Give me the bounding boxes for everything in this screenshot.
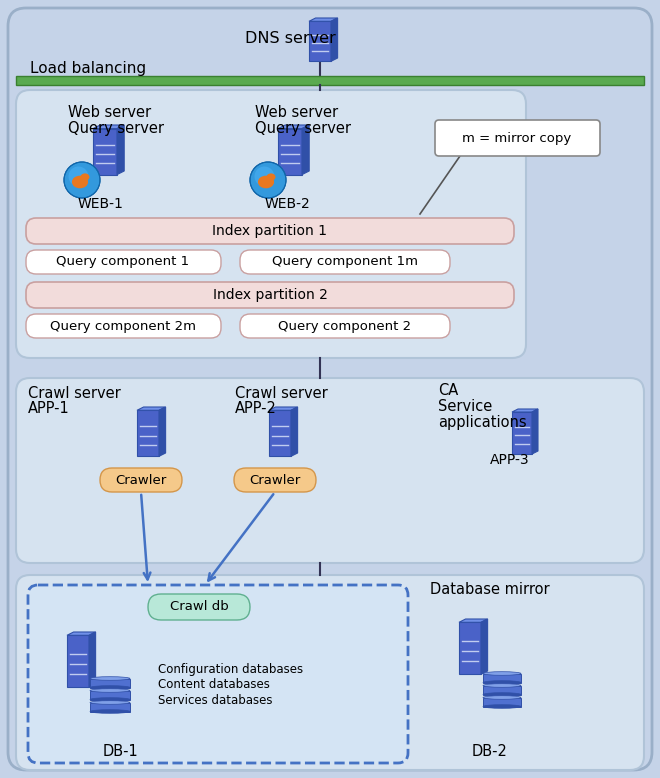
Polygon shape — [331, 18, 338, 61]
Text: Query component 2: Query component 2 — [279, 320, 412, 332]
Text: DNS server: DNS server — [245, 30, 336, 45]
Ellipse shape — [90, 677, 130, 680]
Bar — [90, 703, 130, 712]
FancyBboxPatch shape — [8, 8, 652, 770]
Polygon shape — [309, 18, 338, 21]
Polygon shape — [459, 619, 488, 622]
Bar — [483, 674, 521, 682]
FancyBboxPatch shape — [234, 468, 316, 492]
FancyBboxPatch shape — [26, 314, 221, 338]
Polygon shape — [291, 407, 298, 457]
FancyBboxPatch shape — [240, 250, 450, 274]
Polygon shape — [309, 21, 331, 61]
Text: Crawl server: Crawl server — [28, 386, 121, 401]
Text: Query component 1m: Query component 1m — [272, 255, 418, 268]
Circle shape — [250, 162, 286, 198]
Polygon shape — [117, 125, 124, 174]
FancyBboxPatch shape — [435, 120, 600, 156]
Polygon shape — [278, 125, 309, 128]
Circle shape — [255, 166, 275, 186]
Text: Service: Service — [438, 398, 492, 413]
Ellipse shape — [81, 173, 90, 180]
Text: Content databases: Content databases — [158, 678, 270, 692]
Polygon shape — [532, 409, 538, 454]
Bar — [483, 685, 521, 695]
Ellipse shape — [90, 689, 130, 692]
Text: Services databases: Services databases — [158, 693, 273, 706]
Ellipse shape — [90, 685, 130, 689]
Ellipse shape — [90, 701, 130, 704]
Polygon shape — [278, 128, 302, 174]
Text: Query component 1: Query component 1 — [57, 255, 189, 268]
Text: m = mirror copy: m = mirror copy — [463, 131, 572, 145]
Bar — [90, 678, 130, 688]
Polygon shape — [67, 636, 89, 687]
Ellipse shape — [90, 710, 130, 713]
FancyBboxPatch shape — [240, 314, 450, 338]
Ellipse shape — [483, 692, 521, 696]
Text: WEB-2: WEB-2 — [264, 197, 310, 211]
Polygon shape — [93, 128, 117, 174]
Text: Index partition 2: Index partition 2 — [213, 288, 327, 302]
Ellipse shape — [483, 671, 521, 675]
FancyBboxPatch shape — [100, 468, 182, 492]
Text: APP-2: APP-2 — [235, 401, 277, 415]
Polygon shape — [137, 410, 159, 457]
Bar — [483, 698, 521, 706]
Ellipse shape — [90, 698, 130, 701]
Ellipse shape — [72, 176, 88, 188]
Text: APP-1: APP-1 — [28, 401, 70, 415]
Ellipse shape — [483, 684, 521, 687]
FancyBboxPatch shape — [16, 90, 526, 358]
Text: Configuration databases: Configuration databases — [158, 664, 303, 677]
Text: Database mirror: Database mirror — [430, 583, 550, 598]
Text: Crawler: Crawler — [115, 474, 166, 486]
Text: Query server: Query server — [68, 121, 164, 135]
Polygon shape — [302, 125, 309, 174]
Circle shape — [69, 166, 88, 186]
Text: Crawler: Crawler — [249, 474, 300, 486]
Circle shape — [64, 162, 100, 198]
Text: Query server: Query server — [255, 121, 351, 135]
Text: CA: CA — [438, 383, 458, 398]
Ellipse shape — [483, 705, 521, 708]
Text: Index partition 1: Index partition 1 — [213, 224, 327, 238]
Polygon shape — [481, 619, 488, 675]
Text: WEB-1: WEB-1 — [77, 197, 123, 211]
Polygon shape — [269, 407, 298, 410]
Polygon shape — [459, 622, 481, 675]
Text: APP-3: APP-3 — [490, 453, 530, 467]
Polygon shape — [137, 407, 166, 410]
Text: Crawl db: Crawl db — [170, 601, 228, 614]
Bar — [90, 691, 130, 699]
FancyBboxPatch shape — [26, 250, 221, 274]
Ellipse shape — [258, 176, 274, 188]
Polygon shape — [512, 409, 538, 412]
Text: DB-1: DB-1 — [102, 745, 138, 759]
Ellipse shape — [267, 173, 275, 180]
FancyBboxPatch shape — [26, 282, 514, 308]
FancyBboxPatch shape — [26, 218, 514, 244]
Ellipse shape — [483, 681, 521, 685]
Polygon shape — [67, 632, 96, 636]
FancyBboxPatch shape — [28, 585, 408, 763]
Bar — [16, 76, 644, 85]
Polygon shape — [512, 412, 532, 454]
FancyBboxPatch shape — [16, 378, 644, 563]
Text: Load balancing: Load balancing — [30, 61, 146, 75]
Text: DB-2: DB-2 — [472, 745, 508, 759]
FancyBboxPatch shape — [148, 594, 250, 620]
Polygon shape — [93, 125, 124, 128]
Polygon shape — [269, 410, 291, 457]
Text: Web server: Web server — [68, 104, 151, 120]
Text: Crawl server: Crawl server — [235, 386, 328, 401]
Ellipse shape — [483, 696, 521, 699]
Text: Web server: Web server — [255, 104, 338, 120]
FancyBboxPatch shape — [16, 575, 644, 770]
Text: Query component 2m: Query component 2m — [50, 320, 196, 332]
Polygon shape — [89, 632, 96, 687]
Text: applications: applications — [438, 415, 527, 429]
Polygon shape — [159, 407, 166, 457]
